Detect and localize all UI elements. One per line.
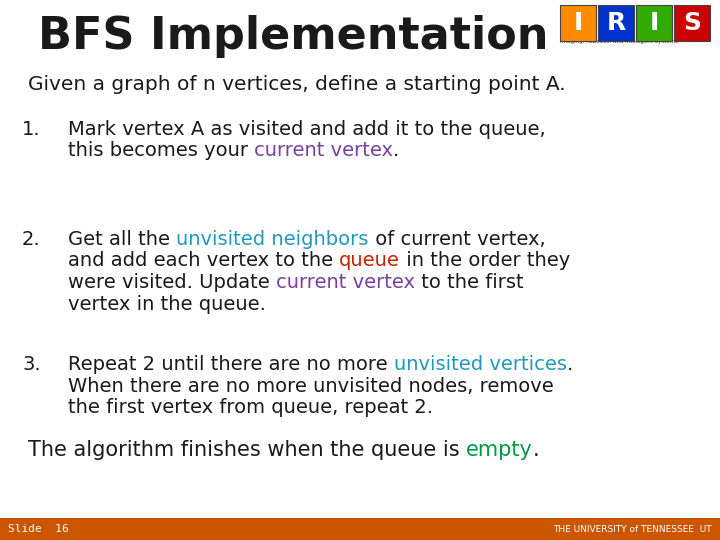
Text: vertex in the queue.: vertex in the queue. [68,294,266,314]
Bar [0,518,720,540]
Text: Slide  16: Slide 16 [8,524,68,534]
Text: S: S [683,11,701,35]
Text: unvisited neighbors: unvisited neighbors [176,230,369,249]
Bar [674,5,710,41]
Text: .: . [567,355,573,374]
Text: 2.: 2. [22,230,40,249]
Text: current vertex: current vertex [254,141,393,160]
Text: When there are no more unvisited nodes, remove: When there are no more unvisited nodes, … [68,376,554,395]
Text: Repeat 2 until there are no more: Repeat 2 until there are no more [68,355,394,374]
Text: BFS Implementation: BFS Implementation [38,15,549,58]
Text: Imaging, Robotics, and Intelligent Systems: Imaging, Robotics, and Intelligent Syste… [560,39,678,44]
Bar [560,5,596,41]
Text: queue: queue [339,252,400,271]
Text: this becomes your: this becomes your [68,141,254,160]
Text: Get all the: Get all the [68,230,176,249]
Text: the first vertex from queue, repeat 2.: the first vertex from queue, repeat 2. [68,398,433,417]
Text: to the first: to the first [415,273,523,292]
Text: of current vertex,: of current vertex, [369,230,545,249]
Text: unvisited vertices: unvisited vertices [394,355,567,374]
Text: and add each vertex to the: and add each vertex to the [68,252,339,271]
Text: were visited. Update: were visited. Update [68,273,276,292]
Text: .: . [393,141,400,160]
Text: The algorithm finishes when the queue is: The algorithm finishes when the queue is [28,440,467,460]
Text: Mark vertex A as visited and add it to the queue,: Mark vertex A as visited and add it to t… [68,120,546,139]
Text: .: . [533,440,540,460]
Bar [636,5,672,41]
Text: current vertex: current vertex [276,273,415,292]
Text: in the order they: in the order they [400,252,570,271]
Text: 3.: 3. [22,355,40,374]
Text: Given a graph of n vertices, define a starting point A.: Given a graph of n vertices, define a st… [28,75,566,94]
Text: empty: empty [467,440,533,460]
Text: I: I [649,11,659,35]
Text: R: R [606,11,626,35]
Text: 1.: 1. [22,120,40,139]
Text: I: I [573,11,582,35]
Text: THE UNIVERSITY of TENNESSEE  UT: THE UNIVERSITY of TENNESSEE UT [554,524,712,534]
Bar [598,5,634,41]
